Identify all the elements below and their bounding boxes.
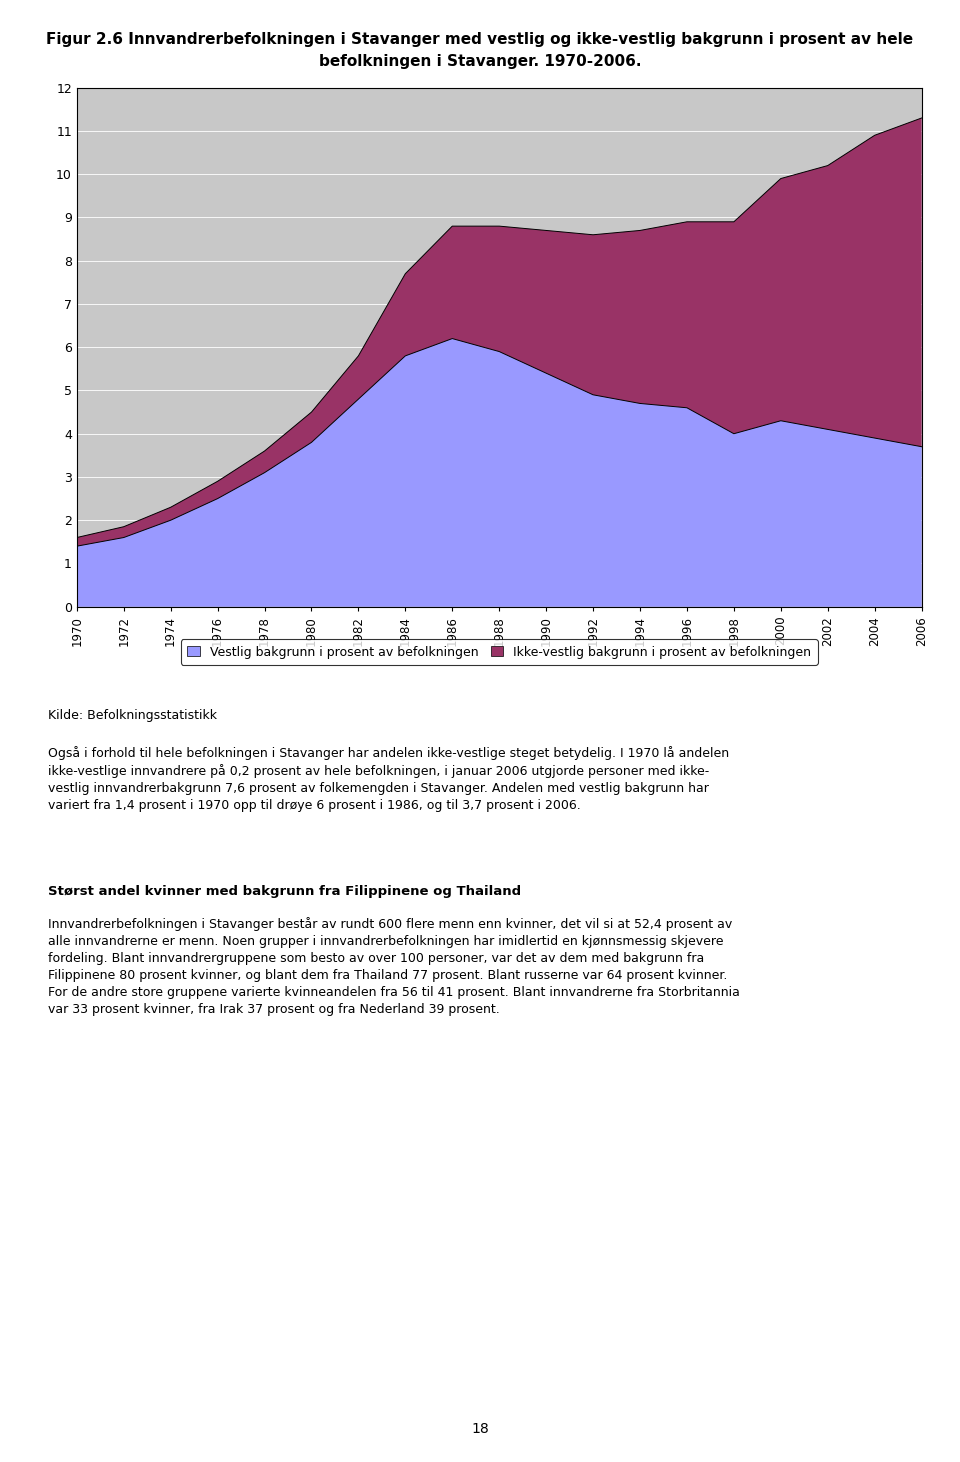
Text: Kilde: Befolkningsstatistikk: Kilde: Befolkningsstatistikk [48,709,217,722]
Text: Også i forhold til hele befolkningen i Stavanger har andelen ikke-vestlige stege: Også i forhold til hele befolkningen i S… [48,746,730,811]
Legend: Vestlig bakgrunn i prosent av befolkningen, Ikke-vestlig bakgrunn i prosent av b: Vestlig bakgrunn i prosent av befolkning… [180,639,818,665]
Text: Størst andel kvinner med bakgrunn fra Filippinene og Thailand: Størst andel kvinner med bakgrunn fra Fi… [48,885,521,898]
Text: Innvandrerbefolkningen i Stavanger består av rundt 600 flere menn enn kvinner, d: Innvandrerbefolkningen i Stavanger bestå… [48,917,740,1016]
Text: 18: 18 [471,1421,489,1436]
Text: Figur 2.6 Innvandrerbefolkningen i Stavanger med vestlig og ikke-vestlig bakgrun: Figur 2.6 Innvandrerbefolkningen i Stava… [46,32,914,47]
Text: befolkningen i Stavanger. 1970-2006.: befolkningen i Stavanger. 1970-2006. [319,54,641,69]
